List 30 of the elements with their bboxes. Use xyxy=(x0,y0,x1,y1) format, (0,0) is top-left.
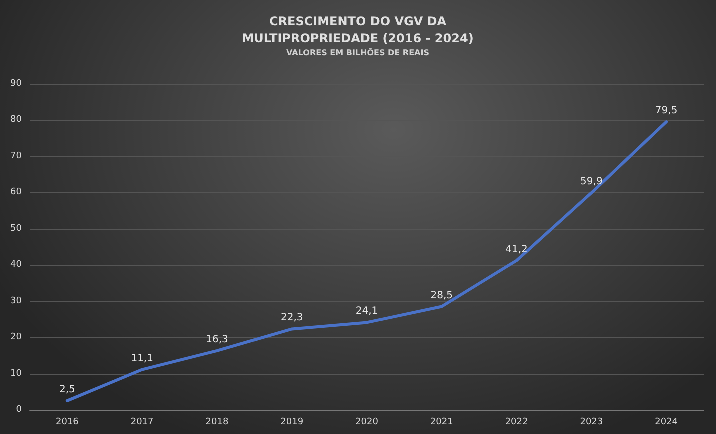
x-tick-label: 2023 xyxy=(580,418,604,428)
chart-title: CRESCIMENTO DO VGV DA MULTIPROPRIEDADE (2016 - 2024) xyxy=(242,14,474,46)
data-label: 41,2 xyxy=(506,244,528,256)
x-tick-label: 2017 xyxy=(130,418,154,428)
x-tick-label: 2020 xyxy=(356,418,379,428)
x-tick-label: 2022 xyxy=(505,418,528,428)
x-tick-label: 2018 xyxy=(206,418,229,428)
data-label: 59,9 xyxy=(580,176,603,188)
data-label: 2,5 xyxy=(59,384,76,396)
y-tick-label: 30 xyxy=(10,296,22,306)
x-tick-label: 2024 xyxy=(655,418,678,428)
x-tick-label: 2016 xyxy=(56,418,80,428)
data-label: 22,3 xyxy=(280,312,304,324)
y-tick-label: 10 xyxy=(10,368,22,379)
x-tick-label: 2019 xyxy=(280,418,304,428)
y-tick-label: 40 xyxy=(10,260,22,270)
y-tick-label: 60 xyxy=(10,188,22,198)
y-tick-label: 0 xyxy=(16,405,22,415)
y-tick-label: 70 xyxy=(10,151,22,162)
y-tick-label: 80 xyxy=(10,115,22,126)
y-tick-label: 90 xyxy=(10,79,22,89)
y-tick-label: 50 xyxy=(10,224,22,234)
data-label: 79,5 xyxy=(655,106,678,117)
y-tick-label: 20 xyxy=(10,332,22,343)
x-tick-label: 2021 xyxy=(430,418,454,428)
data-label: 16,3 xyxy=(206,334,228,346)
data-label: 28,5 xyxy=(430,290,454,302)
data-label: 11,1 xyxy=(131,353,154,364)
data-label: 24,1 xyxy=(356,306,378,318)
chart-subtitle: VALORES EM BILHÕES DE REAIS xyxy=(286,48,430,58)
